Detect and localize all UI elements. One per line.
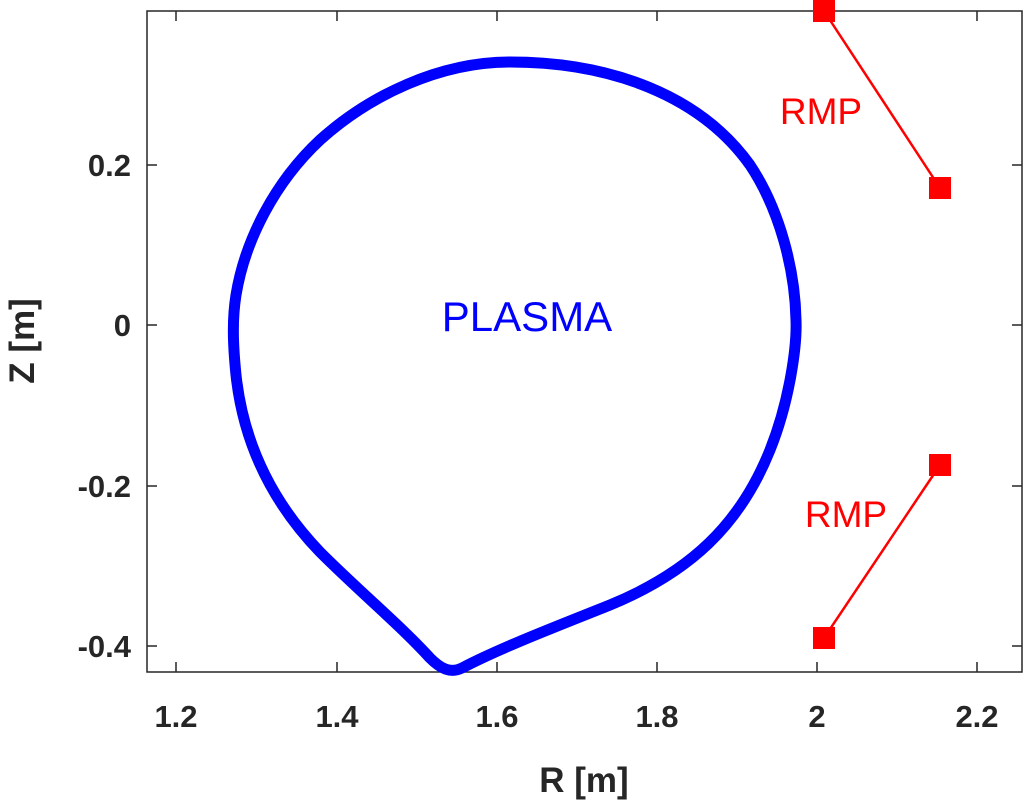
- plasma-label: PLASMA: [442, 293, 612, 340]
- y-ticks: [147, 164, 1022, 647]
- y-axis-title: Z [m]: [3, 298, 42, 384]
- coil-marker: [929, 177, 951, 199]
- x-tick-label: 2: [808, 699, 825, 734]
- y-tick-label: 0.2: [88, 148, 131, 183]
- plot-area: [146, 10, 1023, 673]
- y-tick-label: -0.4: [78, 629, 132, 664]
- x-tick-label: 2.2: [955, 699, 998, 734]
- x-tick-labels: 1.2 1.4 1.6 1.8 2 2.2: [154, 699, 998, 734]
- x-tick-label: 1.4: [315, 699, 359, 734]
- y-tick-label: -0.2: [78, 469, 131, 504]
- coil-marker: [813, 627, 835, 649]
- x-tick-label: 1.2: [154, 699, 197, 734]
- rmp-lower-label: RMP: [805, 494, 887, 535]
- coil-marker: [929, 454, 951, 476]
- x-axis-title: R [m]: [539, 761, 628, 800]
- rmp-upper-coil: [813, 0, 951, 199]
- x-tick-label: 1.6: [475, 699, 518, 734]
- y-tick-label: 0: [114, 308, 131, 343]
- coil-marker: [813, 0, 835, 22]
- rmp-lower-coil: [813, 454, 951, 649]
- y-tick-labels: 0.2 0 -0.2 -0.4: [78, 148, 132, 664]
- x-tick-label: 1.8: [635, 699, 678, 734]
- plasma-boundary: [227, 56, 802, 676]
- rmp-upper-label: RMP: [780, 91, 862, 132]
